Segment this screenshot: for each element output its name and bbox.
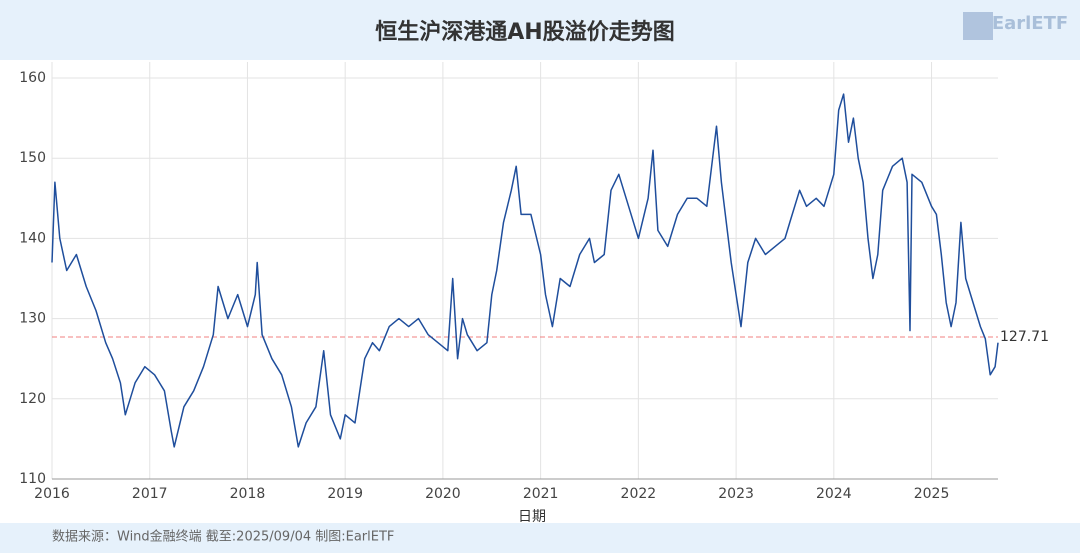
reference-label: 127.71: [1000, 329, 1049, 345]
plot-bg: [0, 60, 1080, 523]
x-tick-label: 2024: [816, 486, 852, 502]
x-tick-label: 2022: [621, 486, 657, 502]
x-tick-label: 2018: [230, 486, 266, 502]
x-axis-label: 日期: [518, 509, 546, 525]
watermark: EarlETF: [992, 13, 1068, 34]
header-bg: [0, 0, 1080, 60]
x-tick-label: 2021: [523, 486, 559, 502]
y-tick-label: 160: [19, 70, 46, 86]
footer: 数据来源：Wind金融终端 截至:2025/09/04 制图:EarlETF: [52, 529, 394, 545]
x-tick-label: 2017: [132, 486, 168, 502]
x-tick-label: 2025: [914, 486, 950, 502]
chart-title: 恒生沪深港通AH股溢价走势图: [375, 19, 674, 45]
y-tick-label: 150: [19, 150, 46, 166]
y-tick-label: 140: [19, 230, 46, 246]
y-tick-label: 120: [19, 391, 46, 407]
logo-icon: [963, 12, 993, 40]
x-tick-label: 2023: [718, 486, 754, 502]
y-tick-label: 110: [19, 471, 46, 487]
data-line: [51, 93, 999, 448]
y-tick-label: 130: [19, 311, 46, 327]
x-tick-label: 2019: [327, 486, 363, 502]
x-tick-label: 2016: [34, 486, 70, 502]
x-tick-label: 2020: [425, 486, 461, 502]
